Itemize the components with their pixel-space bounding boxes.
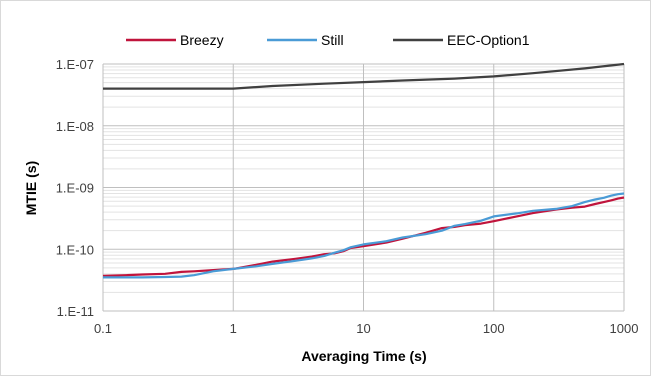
series-line-eec-option1 [103, 62, 625, 90]
legend: Breezy Still EEC-Option1 [126, 32, 530, 48]
y-tick-label: 1.E-09 [56, 181, 94, 196]
legend-label-breezy: Breezy [180, 32, 224, 48]
x-tick-label: 0.1 [94, 321, 112, 336]
y-axis-tick-labels: 1.E-11 1.E-10 1.E-09 1.E-08 1.E-07 [56, 57, 94, 319]
series-lines [102, 62, 625, 279]
x-tick-label: 1000 [610, 321, 639, 336]
legend-label-still: Still [321, 32, 344, 48]
x-axis-title: Averaging Time (s) [301, 348, 426, 364]
y-axis-title: MTIE (s) [23, 161, 39, 215]
x-tick-label: 100 [483, 321, 505, 336]
y-tick-label: 1.E-08 [56, 119, 94, 134]
x-tick-label: 10 [356, 321, 370, 336]
x-tick-label: 1 [230, 321, 237, 336]
legend-label-eec-option1: EEC-Option1 [447, 32, 530, 48]
y-tick-label: 1.E-07 [56, 57, 94, 72]
y-tick-label: 1.E-10 [56, 242, 94, 257]
x-axis-tick-labels: 0.1 1 10 100 1000 [94, 321, 639, 336]
series-line-still [103, 192, 625, 279]
series-line-breezy [102, 196, 625, 277]
y-tick-label: 1.E-11 [57, 304, 94, 319]
major-gridlines [102, 63, 625, 312]
